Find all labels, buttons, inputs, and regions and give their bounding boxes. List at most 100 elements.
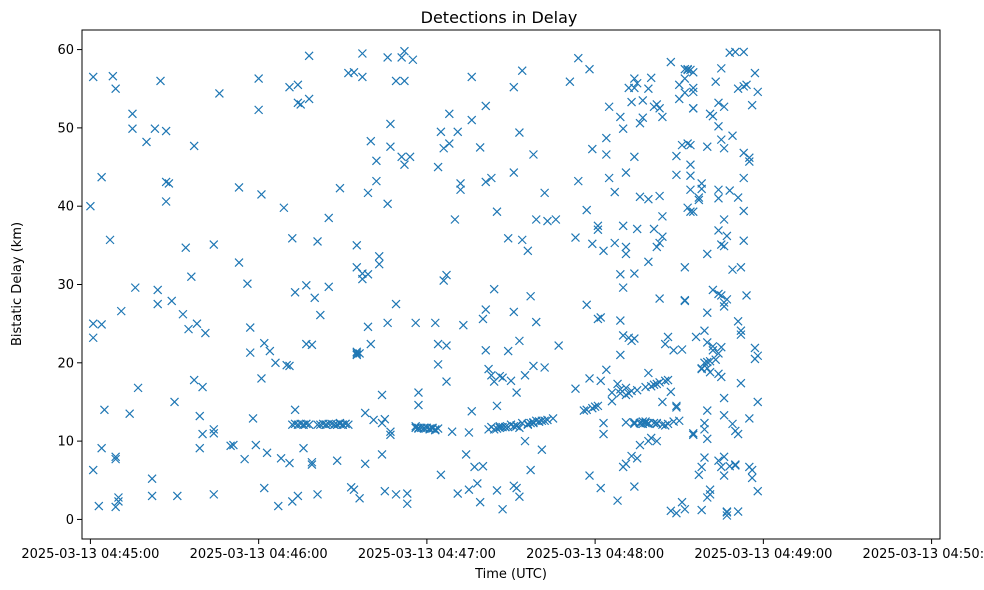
data-point — [587, 144, 597, 154]
data-point — [672, 403, 681, 412]
data-point — [688, 67, 698, 77]
data-point — [383, 318, 393, 328]
data-point — [635, 118, 645, 128]
data-point — [716, 63, 726, 73]
data-point — [573, 176, 583, 186]
data-point — [722, 294, 732, 304]
y-axis-label: Bistatic Delay (km) — [10, 222, 25, 346]
data-point — [632, 453, 642, 463]
data-point — [514, 336, 524, 346]
data-point — [700, 453, 709, 462]
data-point — [97, 172, 107, 182]
data-point — [436, 127, 446, 137]
data-point — [248, 413, 258, 423]
data-point — [579, 406, 589, 415]
data-point — [374, 251, 384, 261]
data-point — [753, 397, 763, 407]
data-point — [601, 365, 611, 375]
data-point — [450, 215, 460, 224]
data-point — [714, 121, 723, 131]
data-point — [195, 411, 205, 421]
data-point — [714, 226, 723, 235]
data-point — [697, 505, 707, 515]
data-point — [343, 420, 353, 430]
data-point — [551, 215, 561, 224]
data-point — [638, 113, 648, 123]
data-point — [728, 131, 737, 141]
data-point — [733, 84, 743, 94]
data-point — [111, 452, 121, 462]
data-point — [702, 142, 712, 152]
data-point — [531, 317, 541, 327]
data-point — [371, 176, 381, 186]
y-tick-label: 30 — [57, 278, 74, 293]
data-point — [433, 424, 443, 434]
data-point — [683, 64, 693, 74]
data-point — [680, 74, 690, 83]
data-point — [402, 489, 412, 499]
data-point — [442, 377, 451, 387]
data-point — [742, 291, 751, 300]
data-point — [666, 57, 676, 67]
data-point — [621, 390, 631, 400]
data-point — [711, 77, 721, 87]
data-point — [714, 193, 723, 203]
data-point — [366, 136, 376, 146]
data-point — [172, 491, 182, 501]
data-point — [638, 417, 648, 426]
data-point — [506, 376, 516, 386]
data-point — [397, 52, 407, 62]
data-point — [680, 262, 690, 272]
data-point — [680, 296, 690, 306]
data-point — [554, 341, 564, 351]
data-point — [753, 87, 763, 97]
data-point — [613, 379, 622, 389]
data-point — [357, 72, 367, 82]
data-point — [517, 66, 527, 76]
y-tick-label: 20 — [57, 356, 74, 371]
data-point — [697, 179, 707, 188]
data-point — [209, 489, 219, 499]
data-point — [254, 105, 264, 115]
data-point — [593, 314, 603, 324]
data-point — [514, 492, 524, 502]
data-point — [439, 276, 449, 286]
data-point — [97, 443, 107, 453]
data-point — [601, 133, 611, 143]
data-point — [615, 350, 625, 360]
data-point — [686, 160, 695, 170]
data-point — [719, 452, 729, 462]
data-point — [259, 338, 269, 348]
data-point — [290, 287, 300, 297]
data-point — [683, 203, 693, 213]
data-point — [702, 308, 712, 318]
data-point — [627, 97, 636, 107]
data-point — [470, 462, 479, 472]
data-point — [234, 182, 244, 192]
data-point — [736, 330, 746, 340]
data-point — [655, 238, 665, 248]
data-point — [439, 143, 449, 153]
data-point — [296, 99, 306, 109]
data-point — [285, 361, 294, 371]
data-point — [621, 459, 631, 469]
data-point — [332, 456, 342, 466]
data-point — [243, 279, 252, 289]
data-point — [646, 73, 656, 83]
data-point — [293, 491, 303, 501]
data-point — [181, 243, 191, 253]
data-point — [657, 112, 667, 122]
data-point — [635, 192, 645, 202]
data-point — [400, 160, 409, 170]
data-point — [714, 348, 723, 358]
data-point — [486, 173, 496, 183]
x-tick-label: 2025-03-13 04:48:00 — [526, 547, 664, 562]
data-point — [285, 82, 294, 92]
data-point — [708, 285, 718, 295]
data-point — [492, 486, 502, 495]
y-tick-label: 50 — [57, 121, 74, 136]
data-point — [299, 443, 308, 453]
data-point — [537, 445, 547, 455]
data-point — [377, 450, 387, 459]
data-point — [523, 246, 533, 256]
